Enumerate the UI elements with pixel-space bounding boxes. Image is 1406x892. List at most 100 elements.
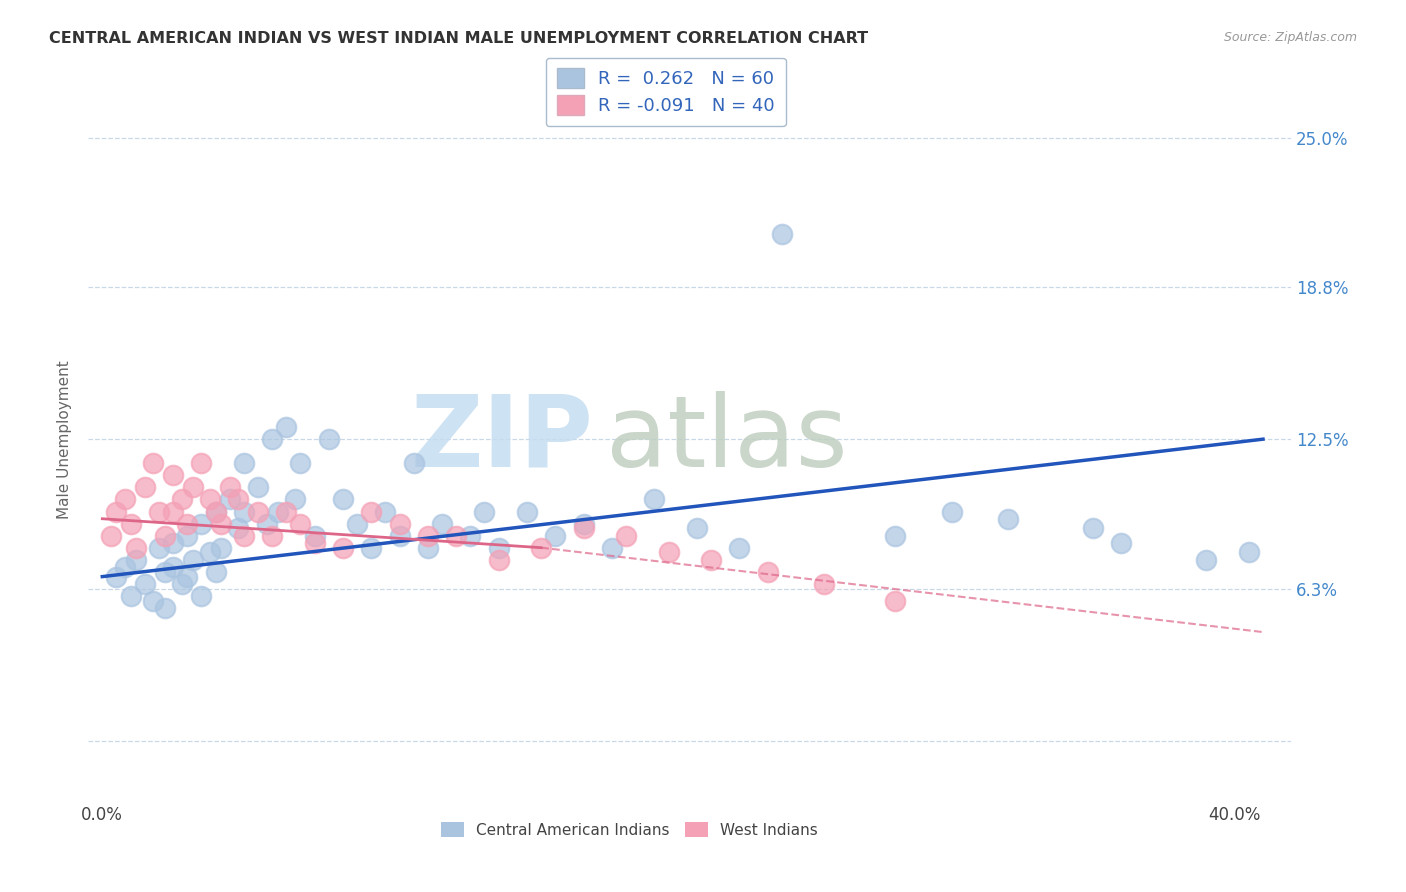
Point (204, 565, 226, 579)
Point (105, 504, 128, 518)
Point (142, 456, 165, 470)
Point (226, 492, 249, 507)
Point (148, 541, 170, 555)
Point (346, 516, 368, 531)
Point (134, 577, 156, 591)
Point (176, 569, 198, 583)
Point (318, 432, 340, 446)
Text: Source: ZipAtlas.com: Source: ZipAtlas.com (1223, 31, 1357, 45)
Point (388, 528, 411, 542)
Text: atlas: atlas (606, 391, 848, 488)
Point (162, 468, 184, 483)
Point (232, 456, 254, 470)
Point (304, 536, 326, 550)
Point (997, 512, 1019, 526)
Point (614, 528, 637, 542)
Point (276, 504, 298, 518)
Point (120, 589, 142, 603)
Point (416, 541, 439, 555)
Point (1111, 536, 1133, 550)
Point (530, 541, 553, 555)
Point (444, 528, 467, 542)
Point (290, 456, 312, 470)
Point (204, 504, 226, 518)
Point (488, 541, 510, 555)
Point (198, 492, 221, 507)
Point (290, 516, 312, 531)
Point (360, 541, 382, 555)
Point (474, 504, 496, 518)
Point (148, 504, 170, 518)
Point (267, 504, 290, 518)
Point (247, 480, 270, 494)
Point (756, 565, 779, 579)
Point (162, 504, 184, 518)
Point (1195, 553, 1218, 567)
Point (232, 504, 254, 518)
Point (153, 601, 176, 615)
Point (572, 521, 595, 535)
Point (700, 553, 723, 567)
Point (430, 516, 453, 531)
Point (332, 492, 354, 507)
Point (728, 541, 751, 555)
Point (198, 545, 221, 559)
Point (1237, 545, 1260, 559)
Text: ZIP: ZIP (411, 391, 593, 488)
Point (218, 492, 240, 507)
Point (884, 528, 907, 542)
Point (516, 504, 538, 518)
Point (120, 516, 142, 531)
Point (153, 565, 176, 579)
Point (643, 492, 665, 507)
Point (181, 480, 204, 494)
Point (114, 560, 136, 574)
Point (600, 541, 623, 555)
Point (332, 541, 354, 555)
Point (572, 516, 595, 531)
Point (190, 456, 212, 470)
Point (544, 528, 567, 542)
Point (813, 577, 835, 591)
Point (100, 528, 122, 542)
Point (153, 528, 176, 542)
Point (209, 541, 232, 555)
Point (686, 521, 709, 535)
Point (209, 516, 232, 531)
Point (105, 569, 128, 583)
Point (941, 504, 963, 518)
Point (1081, 521, 1104, 535)
Point (247, 504, 270, 518)
Point (162, 560, 184, 574)
Point (402, 456, 425, 470)
Point (262, 432, 284, 446)
Point (276, 420, 298, 434)
Point (262, 528, 284, 542)
Point (190, 516, 212, 531)
Point (170, 577, 193, 591)
Point (304, 528, 326, 542)
Point (657, 545, 679, 559)
Point (226, 521, 249, 535)
Legend: Central American Indians, West Indians: Central American Indians, West Indians (434, 815, 824, 844)
Point (114, 492, 136, 507)
Point (232, 528, 254, 542)
Point (190, 589, 212, 603)
Point (388, 516, 411, 531)
Point (770, 227, 793, 242)
Y-axis label: Male Unemployment: Male Unemployment (58, 359, 72, 518)
Point (176, 528, 198, 542)
Point (134, 480, 156, 494)
Point (360, 504, 382, 518)
Point (256, 516, 278, 531)
Point (284, 492, 307, 507)
Point (170, 492, 193, 507)
Point (374, 504, 396, 518)
Point (204, 504, 226, 518)
Point (884, 593, 907, 607)
Point (181, 553, 204, 567)
Point (218, 480, 240, 494)
Point (125, 553, 148, 567)
Point (142, 593, 165, 607)
Text: CENTRAL AMERICAN INDIAN VS WEST INDIAN MALE UNEMPLOYMENT CORRELATION CHART: CENTRAL AMERICAN INDIAN VS WEST INDIAN M… (49, 31, 869, 46)
